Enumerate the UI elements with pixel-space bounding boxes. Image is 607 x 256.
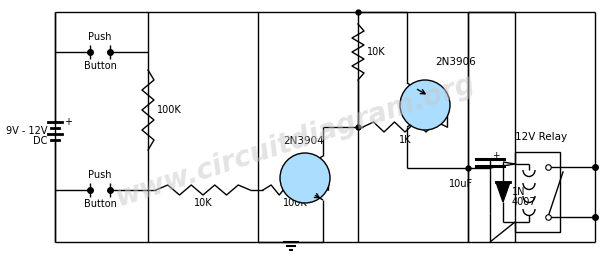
Text: 1N: 1N bbox=[512, 187, 526, 197]
Text: 100K: 100K bbox=[283, 198, 308, 208]
Text: 100K: 100K bbox=[157, 105, 181, 115]
Text: 10K: 10K bbox=[194, 198, 212, 208]
Text: Push: Push bbox=[88, 32, 112, 42]
Text: Button: Button bbox=[84, 199, 117, 209]
Text: www.circuitdiagram.org: www.circuitdiagram.org bbox=[112, 69, 478, 211]
Text: +: + bbox=[64, 117, 72, 127]
Text: Push: Push bbox=[88, 170, 112, 180]
Text: 1K: 1K bbox=[399, 135, 412, 145]
Text: 12V Relay: 12V Relay bbox=[515, 132, 567, 142]
Text: 4007: 4007 bbox=[512, 197, 537, 207]
Text: 10uF: 10uF bbox=[449, 179, 473, 189]
Text: +: + bbox=[492, 152, 500, 161]
Ellipse shape bbox=[280, 153, 330, 203]
Bar bbox=[515, 152, 560, 232]
Text: Button: Button bbox=[84, 61, 117, 71]
Text: 9V - 12V: 9V - 12V bbox=[5, 126, 47, 136]
Ellipse shape bbox=[400, 80, 450, 130]
Text: 10K: 10K bbox=[367, 47, 385, 57]
Text: 2N3906: 2N3906 bbox=[435, 57, 476, 67]
Polygon shape bbox=[496, 182, 510, 202]
Text: 2N3904: 2N3904 bbox=[283, 136, 324, 146]
Text: DC: DC bbox=[33, 136, 47, 146]
